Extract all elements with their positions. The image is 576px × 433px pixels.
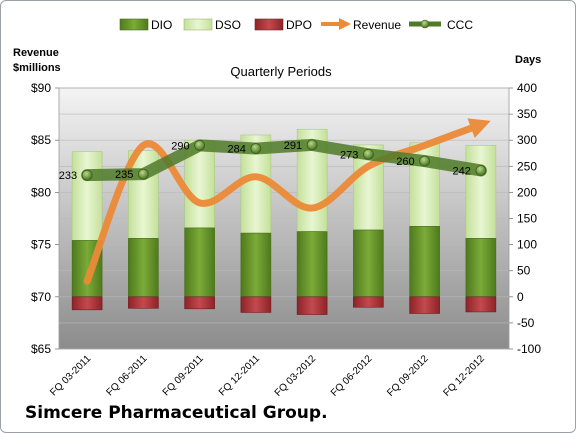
legend-label-ccc: CCC [447, 18, 473, 32]
bar-dio-1 [128, 238, 159, 298]
left-tick-label-1: $70 [31, 290, 51, 304]
left-tick-label-5: $90 [31, 81, 51, 95]
ccc-data-label-1: 235 [115, 169, 133, 181]
left-tick-label-3: $80 [31, 185, 51, 199]
data-labels-layer: 233 235 290 284 291 273 260 242 [59, 140, 471, 182]
y-left-label-line2: $millions [13, 62, 61, 74]
legend-swatch-ccc-dot [420, 19, 430, 29]
bar-dpo-2 [184, 296, 215, 310]
company-name: Simcere Pharmaceutical Group. [25, 403, 328, 423]
bar-dio-4 [296, 231, 328, 298]
ccc-line [81, 138, 487, 182]
legend-swatch-dso [183, 18, 213, 31]
left-tick-label-0: $65 [31, 342, 51, 356]
right-tick-label-2: 0 [517, 290, 524, 304]
right-tick-label-8: 300 [517, 133, 537, 147]
legend-label-dio: DIO [151, 18, 172, 32]
right-tick-label-0: -100 [517, 342, 541, 356]
bar-dio-2 [184, 227, 215, 298]
chart-title: Quarterly Periods [230, 64, 332, 79]
y-right-label: Days [515, 54, 541, 66]
ccc-data-label-0: 233 [59, 170, 77, 182]
ccc-point-4 [306, 139, 318, 151]
right-tick-label-4: 100 [517, 238, 537, 252]
x-tick-label-5: FQ 06-2012 [329, 353, 375, 399]
bar-dio-5 [353, 229, 384, 298]
bar-dpo-5 [353, 296, 384, 308]
ccc-point-2 [194, 140, 206, 151]
bar-dpo-0 [71, 296, 103, 311]
left-tick-label-4: $85 [31, 133, 51, 147]
right-tick-label-3: 50 [517, 264, 531, 278]
ccc-point-5 [362, 148, 374, 160]
right-tick-label-10: 400 [517, 81, 537, 95]
bar-dio-6 [409, 226, 440, 298]
ccc-data-label-6: 260 [396, 156, 414, 168]
bar-dpo-1 [128, 296, 159, 309]
x-tick-label-2: FQ 09-2011 [161, 353, 206, 398]
ccc-point-0 [81, 169, 93, 181]
ccc-point-1 [137, 168, 149, 180]
bar-dpo-6 [409, 296, 440, 314]
x-tick-label-3: FQ 12-2011 [217, 353, 262, 398]
bar-dio-3 [240, 232, 272, 298]
x-tick-label-1: FQ 06-2011 [105, 353, 150, 398]
ccc-data-label-4: 291 [284, 140, 302, 152]
ccc-point-6 [419, 155, 431, 167]
legend-label-dso: DSO [215, 18, 241, 32]
revenue-line [83, 118, 491, 285]
bar-dpo-7 [465, 296, 497, 313]
ccc-data-label-7: 242 [453, 165, 471, 177]
bar-dpo-4 [296, 296, 328, 315]
x-tick-label-6: FQ 09-2012 [385, 353, 431, 399]
ccc-revenue-chart: 233 235 290 284 291 273 260 242 $65 $70 $75 $80 $85… [13, 18, 541, 399]
x-tick-label-7: FQ 12-2012 [441, 353, 487, 399]
ccc-data-label-2: 290 [171, 140, 189, 152]
ccc-data-label-5: 273 [340, 149, 358, 161]
ccc-point-7 [475, 165, 487, 176]
legend-label-dpo: DPO [286, 18, 312, 32]
ccc-point-3 [250, 143, 262, 154]
bar-dio-7 [465, 238, 497, 298]
y-left-label-line1: Revenue [13, 47, 59, 59]
ccc-data-label-3: 284 [228, 144, 246, 156]
lines-layer [81, 118, 491, 285]
bar-dso-7 [465, 145, 497, 239]
right-tick-label-9: 350 [517, 107, 537, 121]
x-tick-label-0: FQ 03-2011 [48, 353, 93, 398]
legend: DIO DSO DPO Revenue CCC [119, 18, 473, 32]
legend-label-revenue: Revenue [353, 18, 401, 32]
legend-swatch-dpo [254, 18, 284, 31]
right-tick-label-7: 250 [517, 159, 537, 173]
bar-dpo-3 [240, 296, 272, 313]
bar-dso-0 [71, 151, 103, 241]
right-tick-label-6: 200 [517, 185, 537, 199]
right-tick-label-1: -50 [517, 316, 535, 330]
legend-swatch-dio [119, 18, 149, 31]
left-tick-label-2: $75 [31, 238, 51, 252]
right-tick-label-5: 150 [517, 212, 537, 226]
x-tick-label-4: FQ 03-2012 [273, 353, 319, 399]
